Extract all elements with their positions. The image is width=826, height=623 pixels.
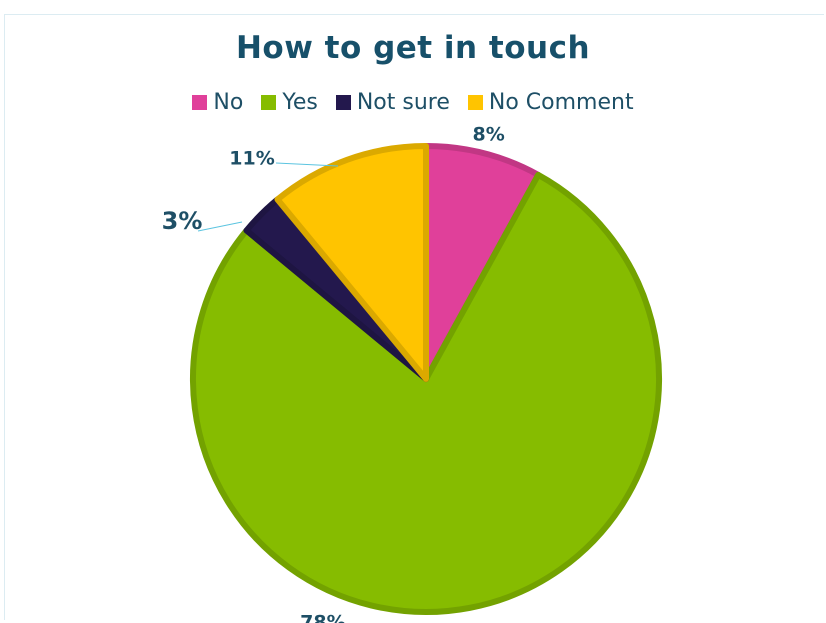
legend-label-yes: Yes [282,90,318,115]
data-label-no-comment: 11% [229,148,274,170]
legend-swatch-yes [261,95,277,110]
leader-line-no-comment [275,162,339,167]
pie-slice-no [423,143,542,382]
legend-item-no-comment: No Comment [467,90,634,115]
legend-swatch-no [192,95,208,110]
pie-slice-no-comment [274,143,429,382]
legend-swatch-no-comment [467,95,483,110]
legend-item-no: No [192,90,243,115]
data-label-yes: 78% [300,612,345,623]
leader-line-not-sure [197,221,243,232]
legend-item-not-sure: Not sure [335,90,450,115]
legend-label-no-comment: No Comment [488,90,634,115]
chart-title: How to get in touch [235,30,591,66]
chart-frame [4,14,824,620]
data-label-no: 8% [473,123,505,145]
legend-label-no: No [213,90,244,115]
legend-label-not-sure: Not sure [356,90,450,115]
data-label-not-sure: 3% [162,207,203,235]
legend-swatch-not-sure [335,95,351,110]
chart-legend: No Yes Not sure No Comment [0,90,826,115]
legend-item-yes: Yes [261,90,318,115]
